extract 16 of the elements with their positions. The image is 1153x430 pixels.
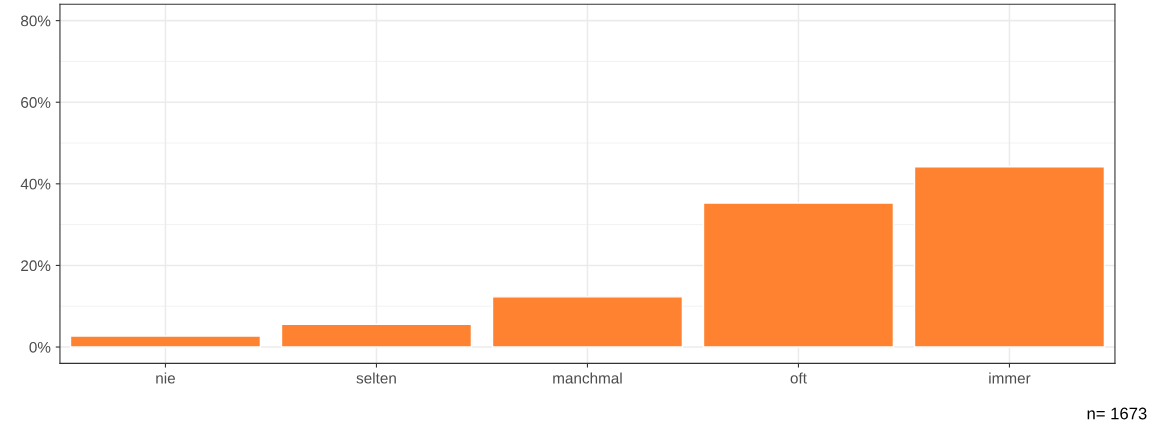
bar <box>702 202 895 348</box>
x-tick-label: immer <box>989 372 1031 384</box>
y-tick-label: 20% <box>21 260 51 272</box>
bar <box>69 335 262 348</box>
x-tick-label: manchmal <box>553 372 622 384</box>
x-tick-label: selten <box>356 372 396 384</box>
bar <box>913 165 1106 348</box>
bar <box>491 296 684 348</box>
y-tick-label: 60% <box>21 97 51 108</box>
bar <box>280 323 473 348</box>
y-tick-label: 80% <box>21 15 51 27</box>
y-tick-label: 0% <box>29 341 51 353</box>
x-tick-label: oft <box>790 372 807 384</box>
y-tick-label: 40% <box>20 178 51 190</box>
text: n= 1673 <box>1087 407 1147 420</box>
x-tick-label: nie <box>156 372 175 384</box>
